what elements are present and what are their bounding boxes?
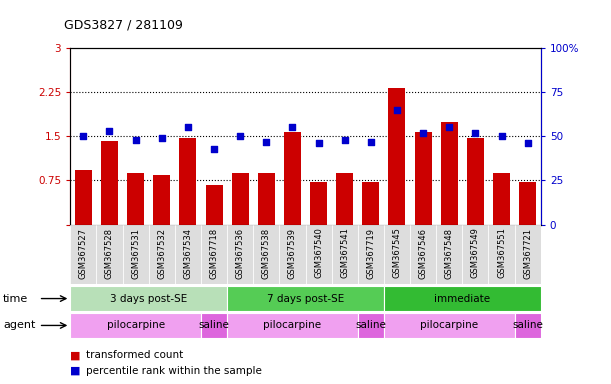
- Text: GSM367531: GSM367531: [131, 228, 140, 279]
- Bar: [70, 225, 97, 284]
- Bar: [227, 313, 358, 338]
- Point: [262, 139, 271, 145]
- Bar: [148, 225, 175, 284]
- Text: GSM367545: GSM367545: [392, 228, 401, 278]
- Text: pilocarpine: pilocarpine: [263, 320, 321, 331]
- Text: saline: saline: [199, 320, 230, 331]
- Bar: [232, 173, 249, 225]
- Bar: [180, 138, 196, 225]
- Text: pilocarpine: pilocarpine: [106, 320, 165, 331]
- Bar: [284, 132, 301, 225]
- Bar: [97, 225, 123, 284]
- Bar: [127, 173, 144, 225]
- Bar: [415, 132, 431, 225]
- Bar: [258, 173, 275, 225]
- Bar: [358, 225, 384, 284]
- Point: [523, 140, 533, 146]
- Bar: [70, 286, 227, 311]
- Text: ■: ■: [70, 366, 84, 376]
- Point: [78, 133, 88, 139]
- Text: GSM367539: GSM367539: [288, 228, 297, 279]
- Bar: [75, 170, 92, 225]
- Text: agent: agent: [3, 320, 35, 331]
- Text: GSM367719: GSM367719: [367, 228, 375, 279]
- Bar: [227, 286, 384, 311]
- Text: GSM367536: GSM367536: [236, 228, 244, 279]
- Bar: [362, 182, 379, 225]
- Bar: [175, 225, 201, 284]
- Point: [235, 133, 245, 139]
- Bar: [306, 225, 332, 284]
- Bar: [410, 225, 436, 284]
- Bar: [201, 313, 227, 338]
- Text: saline: saline: [512, 320, 543, 331]
- Bar: [310, 182, 327, 225]
- Text: GSM367540: GSM367540: [314, 228, 323, 278]
- Text: time: time: [3, 293, 28, 304]
- Point: [131, 137, 141, 143]
- Text: percentile rank within the sample: percentile rank within the sample: [86, 366, 262, 376]
- Bar: [336, 173, 353, 225]
- Bar: [441, 122, 458, 225]
- Bar: [389, 88, 406, 225]
- Point: [444, 124, 454, 131]
- Bar: [436, 225, 463, 284]
- Text: ■: ■: [70, 350, 84, 360]
- Point: [157, 135, 167, 141]
- Bar: [514, 225, 541, 284]
- Point: [419, 130, 428, 136]
- Bar: [201, 225, 227, 284]
- Text: GSM367718: GSM367718: [210, 228, 219, 279]
- Bar: [153, 175, 170, 225]
- Text: 3 days post-SE: 3 days post-SE: [110, 293, 188, 304]
- Text: GSM367528: GSM367528: [105, 228, 114, 279]
- Point: [313, 140, 323, 146]
- Point: [497, 133, 507, 139]
- Text: GSM367532: GSM367532: [157, 228, 166, 279]
- Bar: [253, 225, 279, 284]
- Text: immediate: immediate: [434, 293, 491, 304]
- Point: [183, 124, 193, 131]
- Text: 7 days post-SE: 7 days post-SE: [267, 293, 344, 304]
- Text: GSM367538: GSM367538: [262, 228, 271, 279]
- Bar: [384, 313, 514, 338]
- Text: GSM367721: GSM367721: [523, 228, 532, 279]
- Text: GSM367527: GSM367527: [79, 228, 88, 279]
- Bar: [279, 225, 306, 284]
- Bar: [493, 173, 510, 225]
- Text: GSM367548: GSM367548: [445, 228, 454, 279]
- Point: [288, 124, 298, 131]
- Bar: [358, 313, 384, 338]
- Bar: [70, 313, 201, 338]
- Bar: [488, 225, 514, 284]
- Text: pilocarpine: pilocarpine: [420, 320, 478, 331]
- Text: transformed count: transformed count: [86, 350, 183, 360]
- Point: [470, 130, 480, 136]
- Bar: [514, 313, 541, 338]
- Point: [104, 128, 114, 134]
- Bar: [205, 185, 222, 225]
- Bar: [332, 225, 358, 284]
- Bar: [123, 225, 148, 284]
- Text: GSM367541: GSM367541: [340, 228, 349, 278]
- Bar: [463, 225, 488, 284]
- Bar: [519, 182, 536, 225]
- Point: [366, 139, 376, 145]
- Bar: [227, 225, 253, 284]
- Text: saline: saline: [356, 320, 386, 331]
- Text: 0: 0: [70, 229, 77, 239]
- Text: GSM367551: GSM367551: [497, 228, 506, 278]
- Text: GDS3827 / 281109: GDS3827 / 281109: [64, 18, 183, 31]
- Bar: [384, 286, 541, 311]
- Text: GSM367546: GSM367546: [419, 228, 428, 279]
- Bar: [467, 138, 484, 225]
- Text: GSM367549: GSM367549: [471, 228, 480, 278]
- Point: [209, 146, 219, 152]
- Bar: [101, 141, 118, 225]
- Point: [340, 137, 349, 143]
- Point: [392, 107, 402, 113]
- Text: GSM367534: GSM367534: [183, 228, 192, 279]
- Bar: [384, 225, 410, 284]
